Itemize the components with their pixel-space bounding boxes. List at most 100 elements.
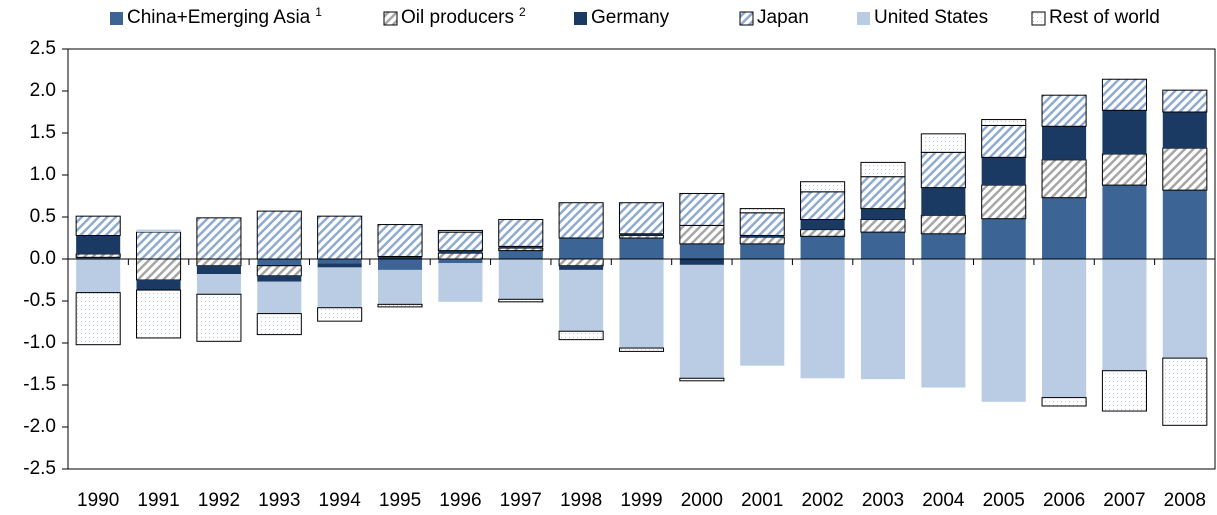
bar-segment (739, 208, 785, 214)
legend-swatch (110, 12, 123, 25)
bar-segment (981, 124, 1027, 158)
bar-segment (920, 151, 966, 189)
bar-segment (437, 252, 483, 260)
legend-label: China+Emerging Asia 1 (127, 5, 322, 28)
y-tick-label: 0.0 (30, 248, 56, 269)
bar-segment (739, 212, 785, 236)
bar-segment (558, 202, 604, 239)
legend-swatch (857, 12, 870, 25)
y-tick-label: 2.5 (30, 38, 56, 59)
bar-segment (619, 233, 664, 236)
x-tick-label: 2001 (741, 490, 783, 511)
bar-segment (1042, 126, 1087, 160)
bar-segment (619, 238, 664, 259)
x-tick-label: 2003 (862, 490, 904, 511)
bar-segment (860, 259, 906, 380)
bar-segment (317, 267, 362, 308)
x-tick-label: 1990 (77, 490, 119, 511)
bar-segment (136, 258, 182, 281)
bar-segment (1042, 259, 1087, 398)
legend-swatch (1031, 11, 1046, 26)
x-tick-label: 2007 (1103, 490, 1145, 511)
bar-segment (317, 263, 362, 268)
bar-segment (559, 238, 604, 259)
x-tick-label: 2005 (983, 490, 1025, 511)
bar-segment (1042, 197, 1087, 259)
bar-segment (438, 250, 483, 254)
legend-footnote: 2 (519, 5, 526, 19)
bar-segment (257, 281, 302, 314)
bar-segment (800, 236, 845, 259)
bar-segment (921, 259, 966, 388)
bar-segment (136, 289, 182, 339)
bar-segment (740, 235, 785, 238)
bar-segment (679, 192, 725, 226)
bar-segment (679, 243, 724, 259)
x-tick-label: 1995 (379, 490, 421, 511)
x-tick-label: 1991 (137, 490, 179, 511)
bar-segment (559, 269, 604, 332)
legend-name: Germany (591, 7, 670, 28)
x-tick-label: 1993 (258, 490, 300, 511)
legend-label: Oil producers 2 (401, 5, 526, 28)
bar-segment (377, 224, 423, 257)
bar-segment (498, 247, 544, 252)
bar-segment (1041, 159, 1087, 199)
x-tick-label: 1996 (439, 490, 481, 511)
y-tick-label: 1.0 (30, 164, 56, 185)
bar-segment (558, 258, 604, 267)
bar-segment (437, 231, 483, 252)
bar-segment (377, 269, 423, 305)
bar-segment (498, 246, 543, 249)
bar-segment (1162, 89, 1208, 113)
legend-name: United States (874, 7, 988, 28)
bar-segment (76, 257, 121, 259)
legend-label: United States (874, 7, 988, 28)
x-tick-label: 1992 (198, 490, 240, 511)
bar-segment (196, 274, 241, 295)
bar-segment (1162, 259, 1207, 359)
bar-segment (256, 313, 302, 336)
bar-segment (257, 275, 302, 282)
legend-name: Rest of world (1049, 7, 1160, 28)
bar-segment (1162, 190, 1207, 259)
bar-segment (1102, 110, 1147, 154)
bar-segment (740, 243, 785, 259)
bar-segment (196, 217, 242, 260)
x-tick-label: 2008 (1164, 490, 1206, 511)
x-tick-label: 1994 (319, 490, 362, 511)
x-tick-label: 2006 (1043, 490, 1085, 511)
bar-segment (679, 224, 725, 245)
bar-segment (498, 250, 543, 259)
bar-segment (1102, 185, 1147, 259)
y-tick-label: 1.5 (30, 122, 56, 143)
bar-segment (618, 202, 665, 235)
bar-segment (438, 259, 483, 264)
bar-segment (498, 219, 544, 247)
bar-segment (920, 133, 966, 153)
y-tick-label: 0.5 (30, 206, 56, 227)
bar-segment (981, 119, 1027, 126)
bar-segment (76, 259, 121, 293)
bar-segment (619, 259, 664, 349)
bar-segment (257, 259, 302, 266)
bar-segment (860, 161, 906, 178)
bar-segment (921, 187, 966, 216)
legend-label: Japan (757, 7, 809, 28)
bar-segment (800, 191, 846, 221)
bar-segment (256, 210, 302, 260)
bar-segment (498, 259, 543, 300)
legend-name: China+Emerging Asia (127, 7, 311, 28)
y-tick-label: 2.0 (30, 80, 56, 101)
bar-segment (920, 214, 966, 235)
bar-segment (921, 233, 966, 259)
legend-swatch (383, 11, 398, 26)
bar-segment (1101, 370, 1147, 412)
bar-segment (75, 253, 121, 258)
bar-segment (317, 215, 363, 260)
bar-segment (75, 215, 121, 236)
bar-segment (679, 264, 724, 379)
bar-segment (256, 265, 302, 277)
x-tick-label: 1998 (560, 490, 602, 511)
bar-segment (317, 259, 362, 264)
